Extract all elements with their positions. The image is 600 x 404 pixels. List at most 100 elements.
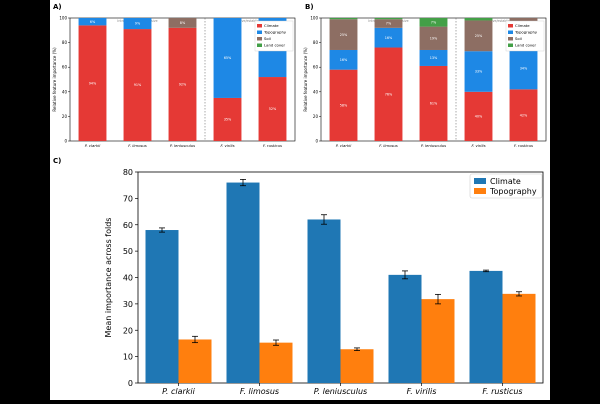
panel-b-data-label: 58% — [340, 104, 348, 108]
figure: A) B) C) 0 20 40 60 80 100 Relative feature im… — [50, 0, 550, 400]
panel-b-data-label: 7% — [431, 21, 437, 25]
panel-c-ytick-label: 0 — [128, 379, 133, 388]
panel-a-data-label: 94% — [89, 81, 97, 85]
panel-a-label: A) — [53, 3, 62, 11]
panel-c-legend-label-topography: Topography — [489, 187, 537, 196]
panel-b-data-label: 7% — [386, 22, 392, 26]
panel-b-bar-land-cover-p-clarkii — [329, 18, 358, 20]
panel-c-ytick-label: 10 — [123, 353, 133, 362]
panel-a-bar-topography-p-clarkii — [78, 18, 107, 26]
panel-b-ytick-label: 40 — [313, 89, 319, 94]
panel-a-xtick-label: P. clarkii — [85, 143, 101, 148]
panel-c-ytick-label: 60 — [123, 221, 133, 230]
panel-b-data-label: 16% — [385, 36, 393, 40]
panel-b-ytick-label: 20 — [313, 114, 319, 119]
panel-c-ytick-label: 30 — [123, 300, 133, 309]
panel-a-ytick-label: 100 — [59, 16, 67, 21]
panel-b-xtick-label: F. limosus — [379, 143, 398, 148]
panel-a-data-label: 92% — [179, 83, 187, 87]
panel-b-legend-swatch-land-cover — [508, 43, 513, 47]
panel-c-xtick-label: P. leniusculus — [314, 387, 367, 396]
panel-b-bar-soil-f-virilis — [464, 20, 493, 52]
panel-c-bar-climate-p-leniusculus — [307, 219, 341, 383]
panel-a-group-label-native: Native/established — [235, 19, 265, 23]
panel-a-legend-swatch-topography — [257, 30, 262, 34]
panel-b-bar-topography-f-virilis — [464, 51, 493, 92]
panel-b-xtick-label: F. virilis — [471, 143, 485, 148]
panel-a-data-label: 91% — [134, 83, 142, 87]
panel-a-bar-topography-f-limosus — [123, 18, 152, 30]
panel-b-legend-swatch-topography — [508, 30, 513, 34]
panel-c-ytick-label: 70 — [123, 194, 133, 203]
panel-a-legend-label-climate: Climate — [264, 23, 279, 28]
panel-a-ytick-label: 40 — [62, 89, 68, 94]
panel-a-legend-swatch-climate — [257, 24, 262, 28]
panel-a-bar-climate-p-clarkii — [78, 25, 107, 142]
panel-c-bar-topography-f-rusticus — [502, 293, 536, 383]
panel-c-xtick-label: P. clarkii — [162, 387, 195, 396]
panel-c-bar-climate-p-clarkii — [145, 230, 179, 383]
panel-a-ytick-label: 80 — [62, 40, 68, 45]
panel-a-data-label: 6% — [90, 20, 96, 24]
panel-b-group-label-native: Native/established — [486, 19, 516, 23]
panel-a-ytick-label: 20 — [62, 114, 68, 119]
panel-b-ytick-label: 0 — [315, 139, 318, 144]
panel-b-label: B) — [305, 3, 314, 11]
panel-a-bar-climate-f-limosus — [123, 29, 152, 141]
panel-c-legend — [469, 173, 543, 199]
panel-c-label: C) — [53, 157, 61, 165]
panel-b-xtick-label: P. clarkii — [336, 143, 352, 148]
panel-b-xtick-label: F. rusticus — [514, 143, 533, 148]
panel-b-bar-topography-f-limosus — [374, 27, 403, 48]
panel-b-bar-soil-p-clarkii — [329, 19, 358, 50]
panel-a-data-label: 8% — [180, 21, 186, 25]
panel-c-legend-swatch-climate — [474, 178, 486, 184]
panel-a-bar-topography-f-virilis — [213, 18, 242, 98]
panel-b-data-label: 61% — [430, 102, 438, 106]
panel-c-bar-climate-f-rusticus — [469, 270, 503, 383]
panel-a-legend-label-soil: Soil — [264, 36, 271, 41]
panel-a-data-label: 9% — [135, 22, 141, 26]
panel-b-bar-soil-p-leniusculus — [419, 26, 448, 50]
panel-b-bar-topography-f-rusticus — [509, 47, 538, 90]
panel-b-legend-label-topography: Topography — [514, 30, 538, 35]
panel-c-ytick-label: 20 — [123, 326, 133, 335]
panel-c-bar-topography-f-virilis — [421, 299, 455, 383]
panel-a-xtick-label: F. limosus — [128, 143, 147, 148]
panel-c-legend-swatch-topography — [474, 188, 486, 194]
panel-c-bar-topography-f-limosus — [259, 342, 293, 383]
panel-b-data-label: 42% — [520, 113, 528, 117]
panel-b-legend-label-land-cover: Land cover — [515, 43, 536, 48]
panel-c-ytick-label: 40 — [123, 274, 133, 283]
panel-c-bar-climate-f-virilis — [388, 274, 422, 383]
panel-b-ylabel: Relative feature importance (%) — [303, 47, 308, 112]
panel-a-legend-swatch-land-cover — [257, 43, 262, 47]
panel-b-xtick-label: P. leniusculus — [421, 143, 446, 148]
panel-a-ytick-label: 0 — [64, 139, 67, 144]
panel-a-bar-soil-p-leniusculus — [168, 18, 197, 28]
panel-b-data-label: 33% — [475, 70, 483, 74]
panel-a-xtick-label: F. virilis — [220, 143, 234, 148]
panel-a-legend-label-land-cover: Land cover — [264, 43, 285, 48]
panel-b-data-label: 16% — [340, 58, 348, 62]
panel-b-legend-label-soil: Soil — [515, 36, 522, 41]
panel-a-legend-swatch-soil — [257, 37, 262, 41]
panel-b-bar-climate-f-limosus — [374, 47, 403, 141]
panel-b-bar-land-cover-f-virilis — [464, 18, 493, 21]
panel-a-bar-climate-f-rusticus — [258, 77, 287, 141]
panel-a-bar-climate-p-leniusculus — [168, 27, 197, 142]
panel-b-data-label: 76% — [385, 92, 393, 96]
panel-c-xtick-label: F. rusticus — [482, 387, 522, 396]
panel-a-xtick-label: F. rusticus — [263, 143, 282, 148]
panel-b-bar-topography-p-clarkii — [329, 49, 358, 70]
panel-b-legend-swatch-soil — [508, 37, 513, 41]
panel-c-ylabel: Mean importance across folds — [104, 218, 113, 338]
panel-b-data-label: 25% — [475, 34, 483, 38]
panel-c-xtick-label: F. virilis — [407, 387, 437, 396]
panel-b-ytick-label: 100 — [310, 16, 318, 21]
panel-b-data-label: 13% — [430, 56, 438, 60]
panel-b-bar-soil-f-limosus — [374, 19, 403, 28]
panel-b-data-label: 25% — [340, 33, 348, 37]
panel-a-legend-label-topography: Topography — [263, 30, 287, 35]
